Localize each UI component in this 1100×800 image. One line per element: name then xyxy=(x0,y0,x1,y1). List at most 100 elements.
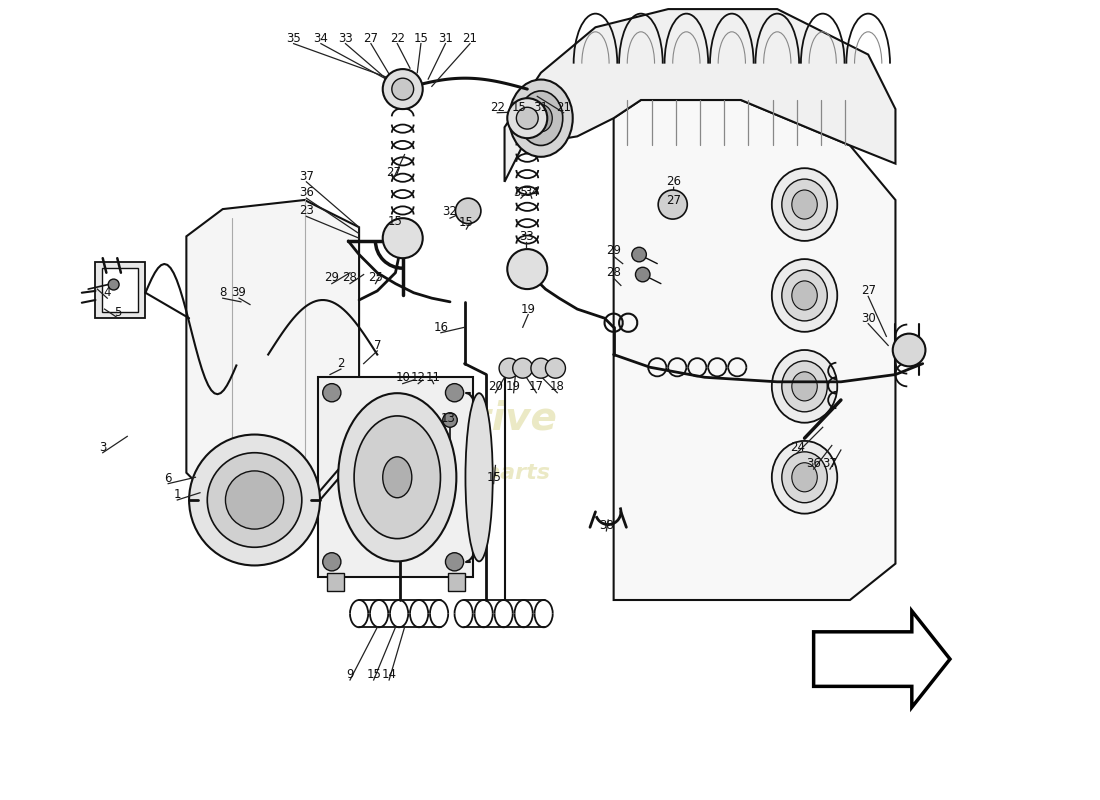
Circle shape xyxy=(507,249,548,289)
Ellipse shape xyxy=(772,350,837,422)
Circle shape xyxy=(446,553,463,571)
Text: 23: 23 xyxy=(299,205,314,218)
Ellipse shape xyxy=(465,393,493,562)
Polygon shape xyxy=(614,100,895,600)
Ellipse shape xyxy=(792,281,817,310)
Text: 26: 26 xyxy=(667,175,681,188)
Text: euromotive: euromotive xyxy=(307,399,558,437)
Text: 30: 30 xyxy=(861,312,876,325)
Text: 31: 31 xyxy=(534,101,548,114)
Text: 36: 36 xyxy=(299,186,314,199)
Text: 34: 34 xyxy=(525,186,539,199)
Ellipse shape xyxy=(529,105,552,132)
Text: 38: 38 xyxy=(600,519,614,532)
Circle shape xyxy=(322,384,341,402)
Circle shape xyxy=(531,358,551,378)
Text: .85: .85 xyxy=(802,310,861,344)
Circle shape xyxy=(189,434,320,566)
Bar xyxy=(328,573,343,591)
Circle shape xyxy=(383,218,422,258)
Text: 35: 35 xyxy=(286,32,301,45)
Text: 34: 34 xyxy=(314,32,328,45)
Text: 12: 12 xyxy=(410,370,426,384)
Text: 33: 33 xyxy=(338,32,353,45)
Text: 1: 1 xyxy=(174,488,182,501)
Text: 31: 31 xyxy=(438,32,453,45)
Text: 13: 13 xyxy=(441,412,455,425)
Circle shape xyxy=(658,190,688,219)
Text: 10: 10 xyxy=(395,370,410,384)
Text: 27: 27 xyxy=(363,32,378,45)
Text: 15: 15 xyxy=(459,216,474,230)
Ellipse shape xyxy=(792,372,817,401)
Text: 19: 19 xyxy=(506,380,521,393)
Text: 39: 39 xyxy=(232,286,246,299)
Text: 8: 8 xyxy=(219,286,227,299)
Circle shape xyxy=(893,334,925,366)
Text: 15: 15 xyxy=(486,470,502,484)
Text: 27: 27 xyxy=(667,194,681,206)
Text: 29: 29 xyxy=(324,270,339,284)
Text: 25: 25 xyxy=(368,270,383,284)
Text: 27: 27 xyxy=(386,166,402,179)
Circle shape xyxy=(546,358,565,378)
Text: 28: 28 xyxy=(342,270,358,284)
Bar xyxy=(96,262,145,318)
Polygon shape xyxy=(814,611,950,707)
Text: 6: 6 xyxy=(164,472,172,485)
Polygon shape xyxy=(505,9,895,182)
Circle shape xyxy=(226,471,284,529)
Circle shape xyxy=(455,198,481,224)
Ellipse shape xyxy=(772,259,837,332)
Bar xyxy=(102,268,139,312)
Text: a passion for parts: a passion for parts xyxy=(314,462,550,482)
Text: 4: 4 xyxy=(103,286,111,299)
Circle shape xyxy=(446,384,463,402)
Text: 18: 18 xyxy=(550,380,564,393)
Text: 35: 35 xyxy=(514,186,528,199)
Circle shape xyxy=(631,247,647,262)
Circle shape xyxy=(383,69,422,109)
Text: 9: 9 xyxy=(346,668,354,681)
Bar xyxy=(448,573,464,591)
Text: 11: 11 xyxy=(426,370,441,384)
Circle shape xyxy=(513,358,532,378)
Circle shape xyxy=(322,553,341,571)
Text: 15: 15 xyxy=(366,668,381,681)
Ellipse shape xyxy=(772,168,837,241)
Text: 36: 36 xyxy=(806,457,821,470)
Text: 19: 19 xyxy=(520,302,536,315)
Ellipse shape xyxy=(519,91,563,146)
Text: 15: 15 xyxy=(512,101,527,114)
Ellipse shape xyxy=(792,462,817,492)
Text: 37: 37 xyxy=(299,170,314,183)
Ellipse shape xyxy=(782,452,827,502)
Text: 15: 15 xyxy=(388,215,403,228)
Circle shape xyxy=(499,358,519,378)
Ellipse shape xyxy=(792,190,817,219)
Text: 28: 28 xyxy=(606,266,621,279)
Circle shape xyxy=(207,453,301,547)
Ellipse shape xyxy=(782,179,827,230)
Text: 15: 15 xyxy=(414,32,428,45)
Circle shape xyxy=(636,267,650,282)
Text: 29: 29 xyxy=(606,243,621,257)
Text: 37: 37 xyxy=(823,457,837,470)
Circle shape xyxy=(392,78,414,100)
Text: 2: 2 xyxy=(338,357,344,370)
Text: 32: 32 xyxy=(442,206,458,218)
Bar xyxy=(318,378,473,578)
Text: 3: 3 xyxy=(99,441,107,454)
Text: 16: 16 xyxy=(433,321,449,334)
Text: 21: 21 xyxy=(462,32,477,45)
Text: 22: 22 xyxy=(389,32,405,45)
Ellipse shape xyxy=(772,441,837,514)
Ellipse shape xyxy=(354,416,440,538)
Circle shape xyxy=(108,279,119,290)
Text: 24: 24 xyxy=(790,441,805,454)
Ellipse shape xyxy=(509,79,573,157)
Text: 33: 33 xyxy=(519,230,534,243)
Text: 14: 14 xyxy=(382,668,397,681)
Polygon shape xyxy=(186,200,359,509)
Circle shape xyxy=(442,413,458,427)
